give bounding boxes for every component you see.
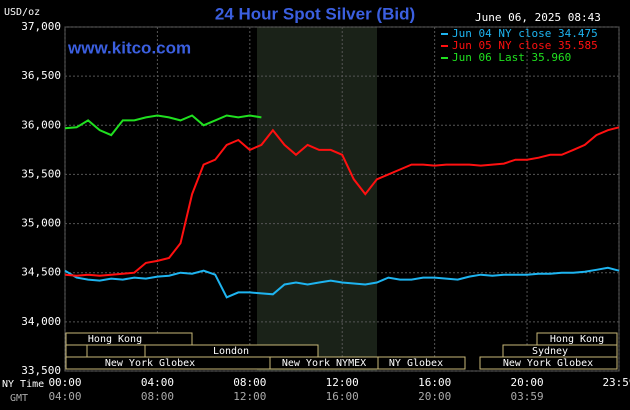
x2-tick-label: 08:00 xyxy=(141,390,174,403)
session-label: Hong Kong xyxy=(88,334,142,345)
series-line xyxy=(64,266,620,299)
session-label: New York Globex xyxy=(503,358,593,369)
x-tick-label: 12:00 xyxy=(326,376,359,389)
chart-title: 24 Hour Spot Silver (Bid) xyxy=(215,4,415,23)
y-tick-label: 35,000 xyxy=(21,217,61,230)
x2-tick-label: 16:00 xyxy=(326,390,359,403)
session-box xyxy=(479,356,618,370)
series-line xyxy=(64,126,620,277)
x-label: NY Time xyxy=(2,379,44,390)
x2-tick-label: 04:00 xyxy=(48,390,81,403)
watermark: www.kitco.com xyxy=(67,38,191,57)
x-tick-label: 00:00 xyxy=(48,376,81,389)
legend-label: Jun 04 NY close 34.475 xyxy=(452,27,598,40)
x2-tick-label: 12:00 xyxy=(233,390,266,403)
y-tick-label: 36,500 xyxy=(21,69,61,82)
y-tick-label: 33,500 xyxy=(21,364,61,377)
sessions: Hong Kong London New York Globex New Yor… xyxy=(65,332,618,370)
session-box xyxy=(65,344,88,358)
y-tick-label: 34,500 xyxy=(21,266,61,279)
x2-tick-label: 03:59 xyxy=(510,390,543,403)
session-label: London xyxy=(213,346,249,357)
x2-tick-label: 20:00 xyxy=(418,390,451,403)
session-shade xyxy=(257,27,377,371)
session-label: NY Globex xyxy=(389,358,443,369)
x-tick-label: 16:00 xyxy=(418,376,451,389)
session-label: New York Globex xyxy=(105,358,195,369)
session-label: Sydney xyxy=(532,346,568,357)
y-tick-label: 35,500 xyxy=(21,167,61,180)
legend-label: Jun 05 NY close 35.585 xyxy=(452,39,598,52)
y-tick-label: 36,000 xyxy=(21,118,61,131)
series-line xyxy=(64,114,262,137)
session-box xyxy=(377,356,466,370)
y-tick-label: 34,000 xyxy=(21,315,61,328)
session-box xyxy=(65,332,193,346)
session-label: New York NYMEX xyxy=(282,358,366,369)
y-unit: USD/oz xyxy=(4,7,40,18)
x-tick-label: 20:00 xyxy=(510,376,543,389)
x-tick-label: 04:00 xyxy=(141,376,174,389)
x-tick-label: 08:00 xyxy=(233,376,266,389)
legend-label: Jun 06 Last 35.960 xyxy=(452,51,571,64)
timestamp: June 06, 2025 08:43 xyxy=(475,11,601,24)
x2-label: GMT xyxy=(10,393,28,404)
y-tick-label: 37,000 xyxy=(21,20,61,33)
session-label: Hong Kong xyxy=(550,334,604,345)
x-tick-label: 23:59 xyxy=(602,376,630,389)
